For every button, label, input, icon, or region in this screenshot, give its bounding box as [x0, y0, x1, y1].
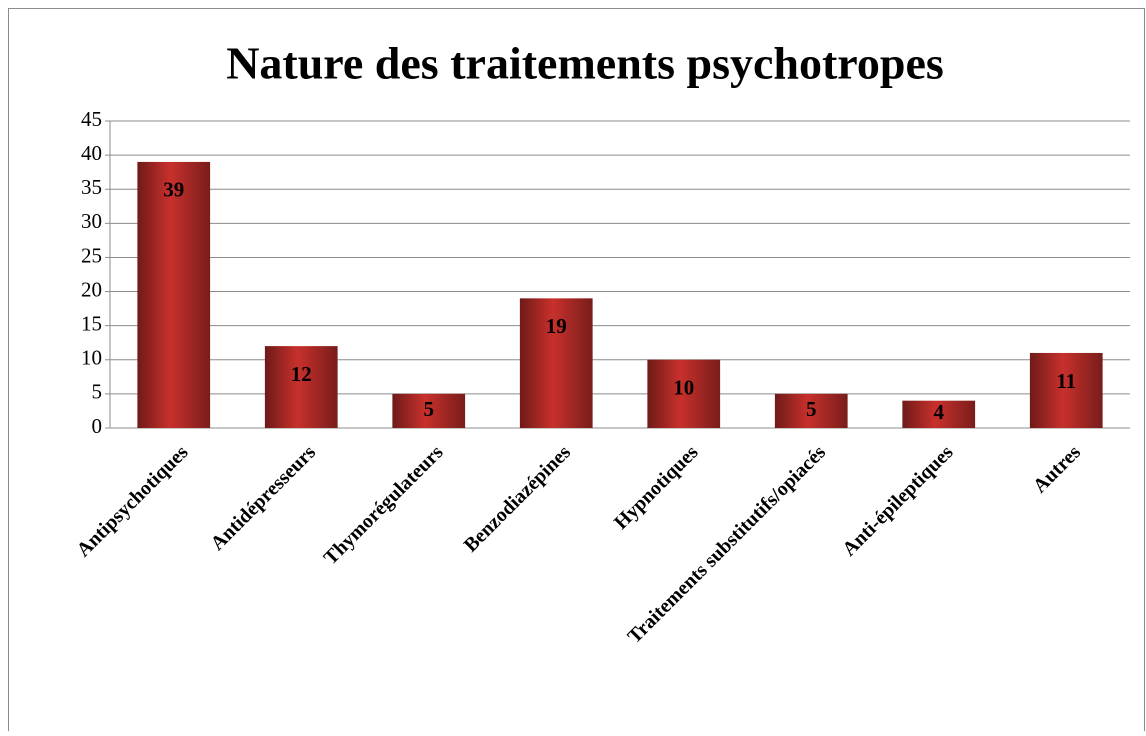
y-tick-label: 25 [81, 243, 102, 267]
chart-frame [8, 8, 1145, 736]
data-label: 39 [163, 178, 184, 202]
bar-shading [902, 400, 976, 428]
x-tick-label: Hypnotiques [610, 441, 703, 534]
x-tick-label: Anti-épileptiques [838, 441, 957, 560]
bar-shading [1029, 352, 1103, 428]
y-tick-label: 40 [81, 141, 102, 165]
data-label: 11 [1056, 369, 1076, 393]
bar-shading [137, 161, 211, 428]
x-tick-label: Thymorégulateurs [320, 441, 448, 569]
y-tick-label: 35 [81, 175, 102, 199]
y-tick-label: 45 [81, 107, 102, 131]
bar-shading [392, 393, 466, 428]
bar-shading [647, 359, 721, 428]
y-tick-label: 0 [92, 414, 103, 438]
data-label: 5 [806, 397, 817, 421]
y-tick-label: 30 [81, 209, 102, 233]
x-tick-label: Antipsychotiques [72, 441, 192, 561]
bar-shading [519, 298, 593, 428]
x-tick-label: Traitements substitutifs/opiacés [623, 441, 830, 648]
y-tick-label: 10 [81, 346, 102, 370]
x-tick-label: Antidépresseurs [207, 441, 321, 555]
x-tick-label: Benzodiazépines [460, 441, 575, 556]
y-tick-label: 20 [81, 277, 102, 301]
data-label: 5 [424, 397, 435, 421]
x-tick-label: Autres [1029, 441, 1085, 497]
y-tick-label: 15 [81, 311, 102, 335]
chart-title: Nature des traitements psychotropes [226, 38, 944, 89]
data-label: 19 [546, 314, 567, 338]
data-label: 4 [934, 400, 945, 424]
data-label: 12 [291, 362, 312, 386]
data-label: 10 [673, 376, 694, 400]
bar-shading [264, 346, 338, 428]
y-tick-label: 5 [92, 380, 103, 404]
bar-shading [774, 393, 848, 428]
